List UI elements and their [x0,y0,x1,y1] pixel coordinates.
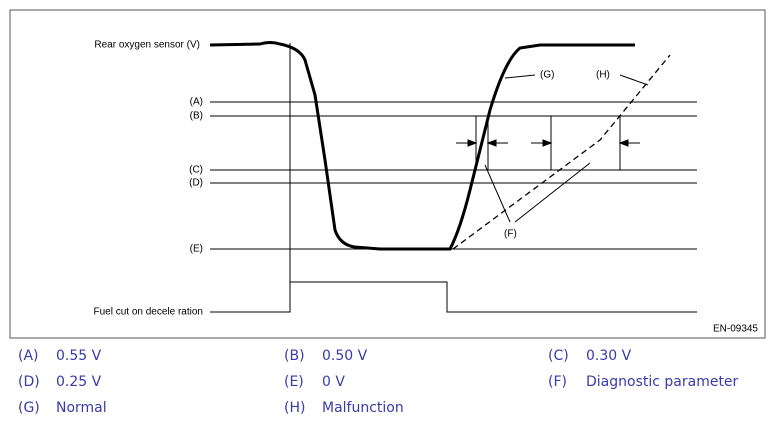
legend-item: (C) 0.30 V [548,348,631,364]
legend-key: (G) [18,400,40,416]
legend-key: (B) [284,348,305,364]
legend-text: 0.50 V [322,348,368,364]
level-lines [210,43,697,313]
legend-item: (E) 0 V [284,374,345,390]
legend-key: (C) [548,348,569,364]
level-label: (D) [189,178,203,189]
level-label: (E) [190,244,203,255]
legend-key: (F) [548,374,567,390]
legend-item: (B) 0.50 V [284,348,367,364]
legend-key: (A) [18,348,39,364]
legend-text: 0.30 V [586,348,632,364]
legend-text: Diagnostic parameter [586,374,739,390]
figure-code: EN-09345 [713,324,758,335]
callout: (H) [596,70,610,81]
legend-key: (D) [18,374,40,390]
legend-text: 0.55 V [56,348,102,364]
legend-item: (A) 0.55 V [18,348,101,364]
level-label: (B) [190,111,203,122]
legend-item: (D) 0.25 V [18,374,101,390]
legend-text: 0 V [322,374,345,390]
legend-item: (H) Malfunction [284,400,404,416]
diagram: Rear oxygen sensor (V) (A) (B) (C) (D) (… [9,9,766,339]
y-label: Rear oxygen sensor (V) [94,40,200,51]
level-label: (A) [190,97,203,108]
x-label: Fuel cut on decele ration [93,307,203,318]
legend-item: (F) Diagnostic parameter [548,374,738,390]
frame [9,9,766,339]
callout: (G) [540,70,554,81]
legend-text: 0.25 V [56,374,102,390]
legend-text: Normal [56,400,107,416]
normal-curve [209,41,635,251]
malfunction-curve [452,54,671,250]
legend-text: Malfunction [322,400,404,416]
level-label: (C) [189,165,203,176]
legend-key: (H) [284,400,306,416]
callout: (F) [504,229,517,240]
legend-item: (G) Normal [18,400,107,416]
legend-key: (E) [284,374,304,390]
dimension-marks [456,74,649,223]
